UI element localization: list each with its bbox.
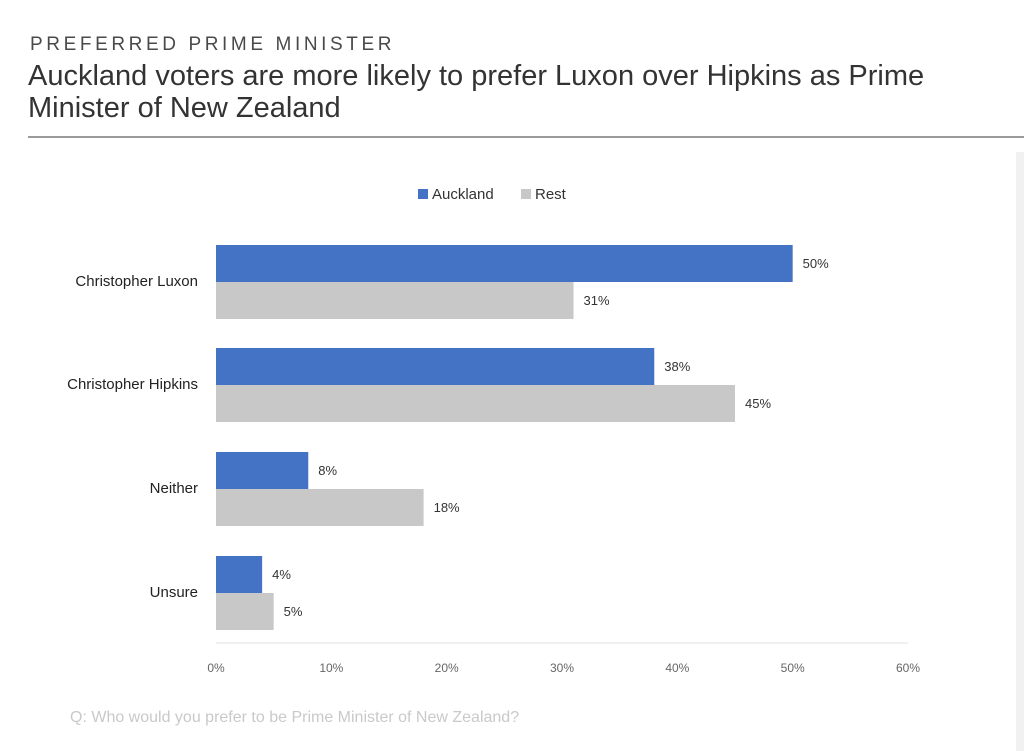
x-tick-label: 10% [319, 661, 343, 675]
legend-swatch-auckland [418, 189, 428, 199]
survey-question-footnote: Q: Who would you prefer to be Prime Mini… [70, 709, 520, 726]
bar-rest [216, 593, 274, 630]
legend-label-rest: Rest [535, 186, 567, 203]
category-label: Neither [150, 480, 198, 497]
bar-auckland [216, 452, 309, 489]
chart-headline: Auckland voters are more likely to prefe… [28, 60, 925, 124]
data-label-auckland: 8% [318, 463, 337, 478]
x-tick-label: 20% [435, 661, 459, 675]
data-label-rest: 5% [284, 604, 303, 619]
legend-label-auckland: Auckland [432, 186, 494, 203]
data-label-rest: 18% [434, 500, 460, 515]
bar-rest [216, 385, 735, 422]
legend-swatch-rest [521, 189, 531, 199]
category-label: Unsure [150, 584, 198, 601]
x-tick-label: 50% [781, 661, 805, 675]
bar-auckland [216, 348, 655, 385]
bar-auckland [216, 245, 793, 282]
data-label-rest: 31% [584, 293, 610, 308]
x-tick-label: 60% [896, 661, 920, 675]
data-label-auckland: 38% [664, 359, 690, 374]
side-panel-edge [1016, 152, 1024, 751]
data-label-rest: 45% [745, 396, 771, 411]
bar-rest [216, 489, 424, 526]
category-label: Christopher Luxon [75, 273, 198, 290]
x-tick-label: 0% [207, 661, 225, 675]
data-label-auckland: 4% [272, 567, 291, 582]
chart-kicker: PREFERRED PRIME MINISTER [30, 34, 396, 55]
bar-auckland [216, 556, 263, 593]
bar-rest [216, 282, 574, 319]
header-divider [28, 136, 1024, 138]
category-label: Christopher Hipkins [67, 376, 198, 393]
x-tick-label: 30% [550, 661, 574, 675]
data-label-auckland: 50% [803, 256, 829, 271]
x-tick-label: 40% [665, 661, 689, 675]
